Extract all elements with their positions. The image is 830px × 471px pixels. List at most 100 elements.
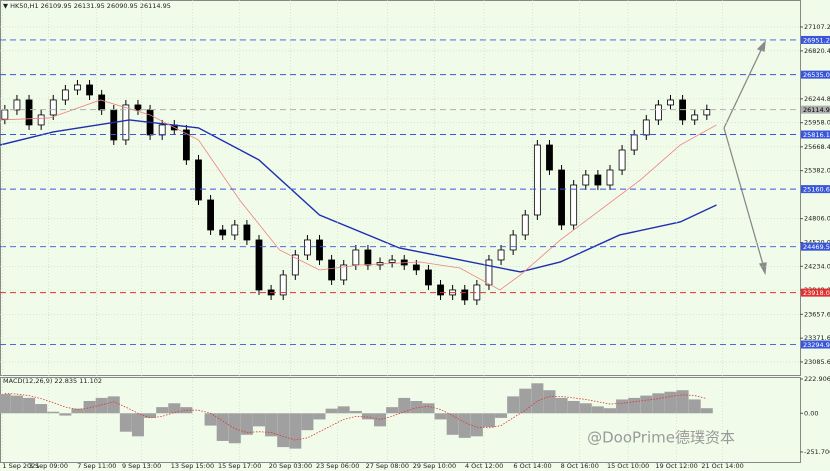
macd-bar: [349, 410, 362, 414]
macd-bar: [482, 413, 495, 428]
candle-body: [291, 254, 299, 276]
macd-bar: [95, 397, 108, 414]
candle-body: [630, 134, 638, 151]
macd-signal: [4, 392, 707, 441]
macd-bar: [180, 407, 193, 414]
macd-bar: [240, 413, 253, 435]
candle-body: [654, 104, 662, 121]
macd-bar: [470, 413, 483, 437]
candle-body: [255, 239, 263, 291]
level-label: 23294.97: [803, 341, 830, 349]
macd-bar: [47, 411, 60, 414]
candle-body: [412, 264, 420, 271]
moving-average: [0, 119, 717, 273]
macd-bar: [579, 403, 592, 414]
forecast-arrows: [723, 40, 767, 276]
candle-body: [328, 259, 336, 281]
candle-body: [122, 104, 130, 141]
macd-bar: [591, 406, 604, 414]
candle-body: [667, 99, 674, 106]
level-label: 25160.63: [803, 186, 830, 194]
level-label: 25816.19: [803, 131, 830, 139]
arrow-down-head: [758, 262, 767, 276]
candle-body: [570, 184, 578, 226]
candle-body: [509, 234, 517, 251]
y-tick-label: 23085.60: [804, 358, 830, 366]
level-label: 26114.95: [803, 106, 830, 114]
candle-body: [74, 84, 81, 91]
macd-bar: [71, 408, 84, 414]
candle-body: [134, 104, 142, 111]
chart-title: ▼ HK50,H1 26109.95 26131.95 26090.95 261…: [3, 2, 171, 10]
macd-bar: [519, 388, 532, 414]
macd-bar: [664, 391, 677, 414]
candle-body: [279, 274, 287, 296]
x-tick-label: 7 Sep 11:00: [77, 462, 116, 470]
candle-body: [98, 94, 106, 111]
x-tick-label: 20 Sep 03:00: [269, 462, 312, 470]
level-label-box: [801, 70, 830, 79]
moving-average: [0, 99, 717, 291]
macd-bar: [289, 413, 302, 449]
y-tick-label: 24806.00: [804, 215, 830, 223]
macd-bar: [543, 390, 556, 414]
macd-title: MACD(12,26,9) 22.835 11.102: [3, 377, 102, 385]
level-label: 26951.26: [803, 36, 830, 44]
candle-body: [485, 259, 493, 286]
level-label-box: [801, 105, 830, 114]
candle-body: [691, 114, 699, 121]
candle-body: [195, 159, 202, 201]
x-tick-label: 15 Oct 10:00: [607, 462, 649, 470]
candle-body: [304, 239, 311, 256]
macd-bar: [10, 395, 23, 414]
macd-bar: [35, 404, 48, 414]
y-tick-label: 23657.60: [804, 310, 830, 318]
y-tick-label: 26244.80: [804, 95, 830, 103]
x-tick-label: 23 Sep 06:00: [316, 462, 359, 470]
candle-body: [497, 249, 505, 261]
macd-bar: [410, 400, 423, 414]
macd-bar: [434, 413, 447, 420]
level-label-box: [801, 185, 830, 194]
candle-body: [49, 99, 57, 116]
candle-body: [219, 229, 227, 236]
candle-body: [618, 149, 626, 171]
arrow-down: [723, 127, 765, 269]
y-tick-label: 24234.00: [804, 262, 830, 270]
main-frame: [0, 0, 801, 376]
macd-bar: [23, 397, 36, 414]
y-tick-label: 23371.60: [804, 334, 830, 342]
macd-bar: [374, 413, 387, 427]
candle-body: [594, 174, 602, 186]
macd-bar: [168, 403, 181, 414]
candle-body: [25, 99, 33, 126]
candle-body: [1, 109, 9, 120]
level-label-box: [801, 288, 830, 297]
level-label: 23918.00: [803, 289, 830, 297]
level-label-box: [801, 340, 830, 349]
y-tick-label: 25382.00: [804, 167, 830, 175]
candle-body: [388, 259, 396, 263]
macd-bar: [131, 413, 144, 437]
y-tick-label: -251.706: [804, 448, 830, 456]
macd-bar: [313, 413, 326, 420]
x-tick-label: 1 Sep 2021: [2, 462, 39, 470]
x-tick-label: 29 Sep 10:00: [413, 462, 456, 470]
macd-bar: [301, 413, 314, 431]
macd-bar: [277, 413, 290, 448]
macd-bar: [59, 413, 72, 416]
macd-bar: [253, 413, 266, 427]
candle-body: [13, 99, 21, 111]
candle-body: [182, 129, 190, 161]
level-label-box: [801, 35, 830, 44]
macd-bar: [0, 394, 11, 414]
macd-bar: [603, 408, 616, 414]
macd-bar: [204, 413, 217, 426]
macd-bar: [700, 408, 713, 414]
x-tick-label: 6 Oct 14:00: [513, 462, 551, 470]
macd-bar: [337, 406, 350, 414]
candle-body: [158, 124, 166, 136]
candle-body: [533, 144, 541, 216]
macd-bar: [616, 399, 629, 414]
macd-bar: [652, 393, 665, 414]
